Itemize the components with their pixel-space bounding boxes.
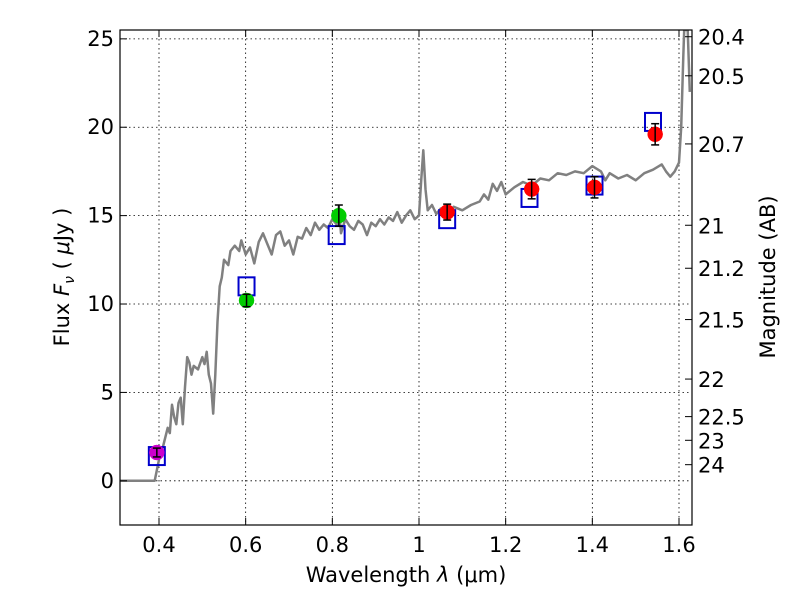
y2-tick-label: 24 [698, 454, 725, 478]
y-tick-label: 10 [87, 292, 114, 316]
y2-tick-label: 20.7 [698, 133, 745, 157]
y2-tick-label: 20.5 [698, 65, 745, 89]
series-model-spectrum [120, 30, 692, 483]
x-tick-label: 0.6 [229, 533, 262, 557]
y2-axis-label: Magnitude (AB) [756, 195, 780, 358]
series-model-photometry [147, 111, 662, 467]
x-tick-label: 1.2 [489, 533, 522, 557]
y-tick-label: 0 [101, 469, 114, 493]
y2-tick-label: 21.2 [698, 257, 745, 281]
y2-tick-label: 22 [698, 368, 725, 392]
x-tick-label: 0.4 [142, 533, 175, 557]
y2-tick-label: 21.5 [698, 309, 745, 333]
y-tick-label: 20 [87, 115, 114, 139]
x-tick-label: 1 [412, 533, 425, 557]
y2-tick-label: 22.5 [698, 406, 745, 430]
y2-tick-label: 23 [698, 429, 725, 453]
series-layer [120, 30, 692, 483]
model-photometry-point [237, 276, 256, 297]
y-tick-label: 15 [87, 204, 114, 228]
x-tick-label: 0.8 [316, 533, 349, 557]
y2-tick-label: 20.4 [698, 26, 745, 50]
plot-frame [119, 29, 693, 526]
spectrum-line [120, 30, 692, 483]
y-tick-label: 5 [101, 380, 114, 404]
y2-tick-label: 21 [698, 214, 725, 238]
x-tick-label: 1.4 [576, 533, 609, 557]
series-observed-optical [238, 204, 347, 309]
x-tick-label: 1.6 [662, 533, 695, 557]
axis-ticks: 0.4 0.6 0.8 1 1.2 1.4 1.6 0 5 10 15 20 25 20.4 20.5 20.… [87, 26, 745, 557]
series-observed-nir [439, 122, 663, 221]
x-axis-label: Wavelength λ (μm) [306, 563, 507, 587]
y-axis-label: Flux Fν ( μJy ) [50, 208, 78, 347]
y-tick-label: 25 [87, 27, 114, 51]
grid [120, 30, 692, 525]
series-observed-u [149, 444, 165, 461]
